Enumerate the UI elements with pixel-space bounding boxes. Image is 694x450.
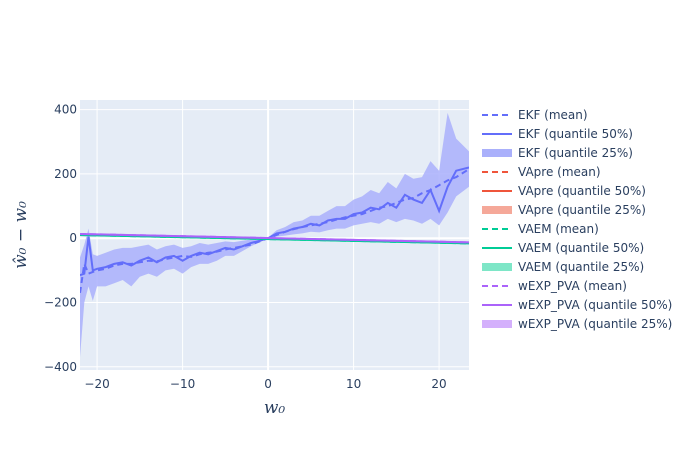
legend[interactable]: EKF (mean) EKF (quantile 50%) EKF (quantil… <box>482 108 672 331</box>
legend-label: VAEM (quantile 25%) <box>518 260 644 274</box>
legend-label: EKF (quantile 25%) <box>518 146 633 160</box>
legend-item-vaem-quantile-50[interactable]: VAEM (quantile 50%) <box>482 241 644 255</box>
legend-item-vapre-quantile-50[interactable]: VApre (quantile 50%) <box>482 184 646 198</box>
x-axis-ticks: −20 −10 0 10 20 <box>84 377 446 391</box>
legend-item-wexp-pva-quantile-50[interactable]: wEXP_PVA (quantile 50%) <box>482 298 672 312</box>
legend-label: wEXP_PVA (mean) <box>518 279 627 293</box>
x-tick-label: 10 <box>346 377 361 391</box>
legend-label: VApre (quantile 50%) <box>518 184 646 198</box>
x-tick-label: 20 <box>431 377 446 391</box>
y-tick-label: 400 <box>54 103 77 117</box>
legend-label: VAEM (quantile 50%) <box>518 241 644 255</box>
legend-item-wexp-pva-mean[interactable]: wEXP_PVA (mean) <box>482 279 627 293</box>
y-tick-label: −400 <box>44 360 77 374</box>
legend-label: wEXP_PVA (quantile 25%) <box>518 317 672 331</box>
legend-label: VApre (mean) <box>518 165 601 179</box>
legend-label: VAEM (mean) <box>518 222 599 236</box>
legend-label: VApre (quantile 25%) <box>518 203 646 217</box>
legend-item-ekf-quantile-25[interactable]: EKF (quantile 25%) <box>482 146 633 160</box>
y-tick-label: 0 <box>69 231 77 245</box>
legend-label: EKF (quantile 50%) <box>518 127 633 141</box>
legend-item-vaem-mean[interactable]: VAEM (mean) <box>482 222 599 236</box>
y-tick-label: 200 <box>54 167 77 181</box>
legend-item-vaem-quantile-25[interactable]: VAEM (quantile 25%) <box>482 260 644 274</box>
legend-item-ekf-quantile-50[interactable]: EKF (quantile 50%) <box>482 127 633 141</box>
x-tick-label: −10 <box>170 377 195 391</box>
legend-item-vapre-quantile-25[interactable]: VApre (quantile 25%) <box>482 203 646 217</box>
legend-label: EKF (mean) <box>518 108 588 122</box>
legend-item-ekf-mean[interactable]: EKF (mean) <box>482 108 588 122</box>
grid-lines <box>80 100 469 370</box>
legend-label: wEXP_PVA (quantile 50%) <box>518 298 672 312</box>
x-tick-label: 0 <box>264 377 272 391</box>
series-lines <box>80 166 469 294</box>
y-axis-ticks: −400 −200 0 200 400 <box>44 103 77 374</box>
x-tick-label: −20 <box>84 377 109 391</box>
wexp-pva-quantile-50-line <box>80 233 469 244</box>
legend-item-wexp-pva-quantile-25[interactable]: wEXP_PVA (quantile 25%) <box>482 317 672 331</box>
legend-item-vapre-mean[interactable]: VApre (mean) <box>482 165 601 179</box>
x-axis-title: w₀ <box>264 398 286 418</box>
y-tick-label: −200 <box>44 296 77 310</box>
y-axis-title: ŵ₀ − w₀ <box>11 201 31 269</box>
